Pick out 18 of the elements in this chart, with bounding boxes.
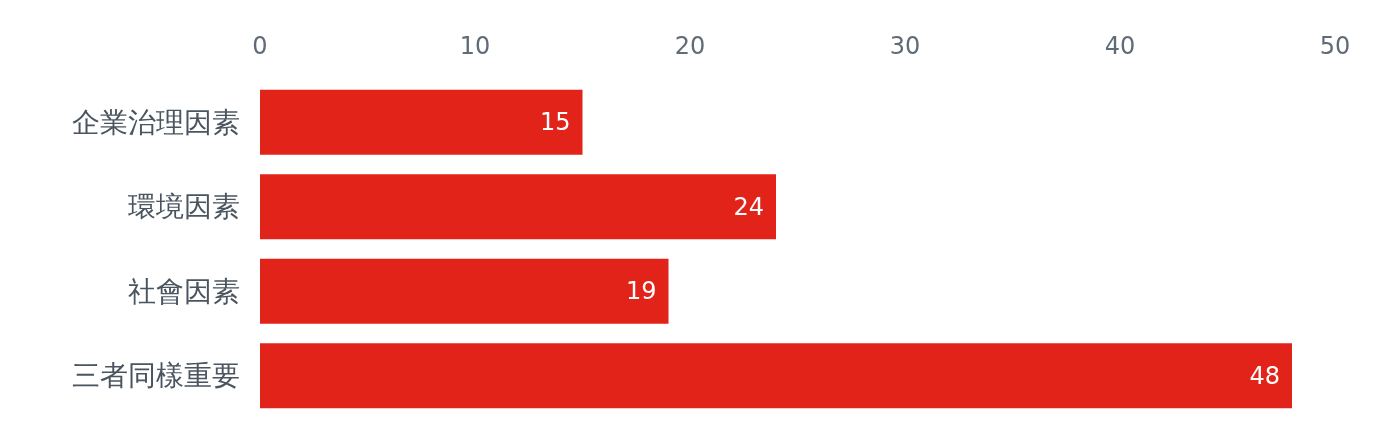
data-label: 19 — [625, 277, 657, 306]
y-tick-label: 企業治理因素 — [72, 105, 240, 139]
bar — [260, 89, 583, 155]
bar — [260, 343, 1292, 409]
y-tick-label: 環境因素 — [128, 190, 240, 224]
data-label: 24 — [733, 192, 764, 221]
x-tick-label: 0 — [252, 32, 268, 60]
y-tick-label: 三者同樣重要 — [72, 359, 240, 393]
x-tick-label: 50 — [1319, 32, 1351, 60]
data-label: 15 — [539, 108, 571, 137]
data-label: 48 — [1249, 361, 1280, 390]
x-tick-label: 30 — [889, 32, 921, 60]
x-tick-label: 10 — [459, 32, 491, 60]
x-tick-label: 20 — [674, 32, 706, 60]
x-tick-label: 40 — [1104, 32, 1136, 60]
bar — [260, 174, 776, 240]
bar — [260, 258, 669, 324]
y-tick-label: 社會因素 — [128, 274, 240, 308]
